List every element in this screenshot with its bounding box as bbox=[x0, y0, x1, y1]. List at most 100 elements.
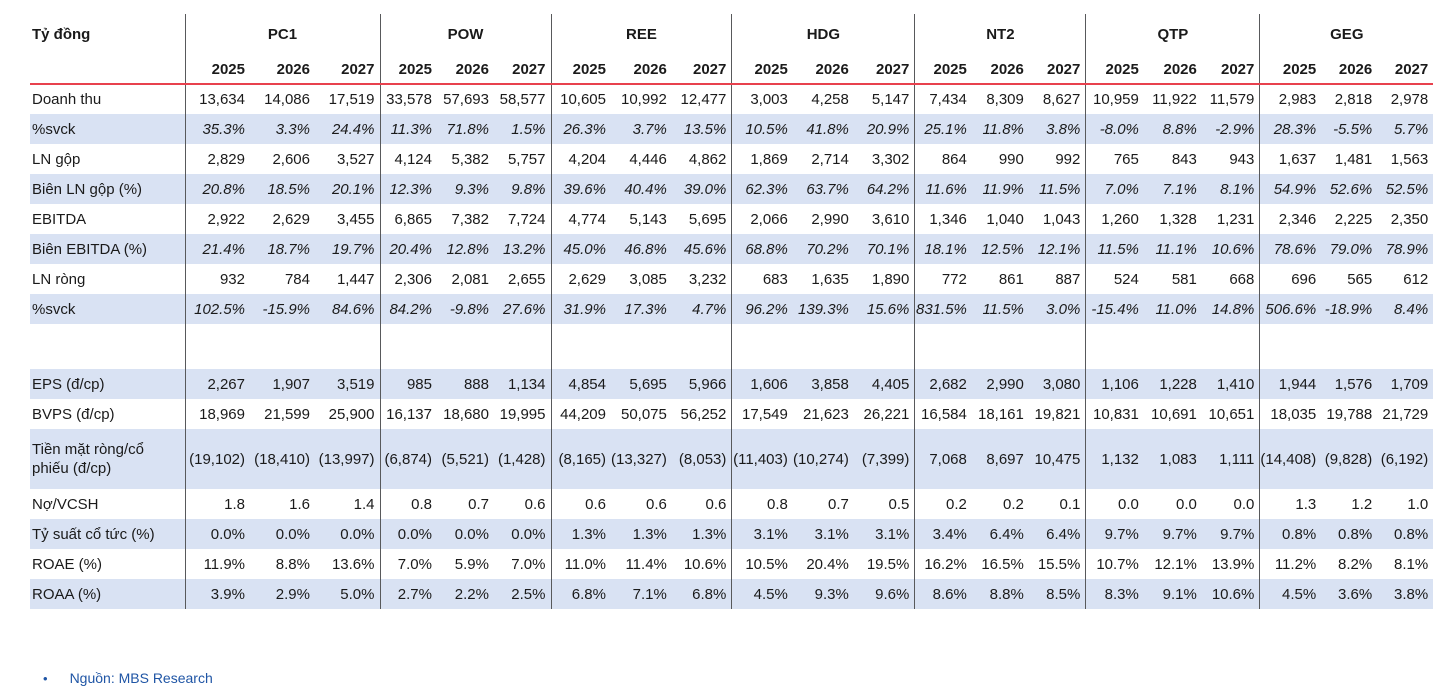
company-header: PC1 bbox=[184, 14, 380, 55]
value-cell: 2,990 bbox=[986, 375, 1024, 393]
value-cell: 10,605 bbox=[550, 84, 611, 114]
year-header: 2026 bbox=[792, 55, 854, 85]
value-cell: (14,408) bbox=[1259, 429, 1322, 489]
value-cell: 0.7 bbox=[828, 495, 849, 513]
value-cell: 18,035 bbox=[1259, 399, 1322, 429]
value-cell: 33,578 bbox=[379, 84, 437, 114]
value-cell: 1.0 bbox=[1407, 495, 1429, 513]
value-cell: 9.7% bbox=[1162, 525, 1197, 543]
value-cell: 1,637 bbox=[1259, 144, 1322, 174]
value-cell: 765 bbox=[1085, 144, 1144, 174]
value-cell: 0.2 bbox=[914, 489, 972, 519]
value-cell: 11.9% bbox=[982, 180, 1024, 198]
value-cell: 6,865 bbox=[379, 204, 437, 234]
value-cell: 843 bbox=[1171, 150, 1197, 168]
value-cell: 1,346 bbox=[914, 204, 972, 234]
value-cell bbox=[914, 324, 972, 369]
value-cell: 68.8% bbox=[731, 234, 793, 264]
value-cell: 1,447 bbox=[336, 270, 375, 288]
value-cell: (18,410) bbox=[254, 450, 310, 468]
value-cell: 2,990 bbox=[811, 210, 849, 228]
value-cell: 18,161 bbox=[977, 405, 1024, 423]
value-cell: 5.9% bbox=[454, 555, 489, 573]
year-header: 2027 bbox=[315, 55, 380, 85]
table-row: EBITDA 2,922 2,629 3,455 6,865 7,382 7,724 4,77… bbox=[30, 204, 1433, 234]
value-cell: 2,066 bbox=[731, 204, 793, 234]
table-row: Tỷ suất cổ tức (%) 0.0% 0.0% 0.0% 0.0% 0.0% 0.… bbox=[30, 519, 1434, 549]
company-header: POW bbox=[379, 14, 551, 55]
value-cell: 45.0% bbox=[550, 234, 611, 264]
value-cell: 0.2 bbox=[1003, 495, 1024, 513]
value-cell: (1,428) bbox=[497, 450, 546, 468]
value-cell: 683 bbox=[731, 264, 793, 294]
value-cell: 10.6% bbox=[1211, 240, 1255, 258]
value-cell: 784 bbox=[284, 270, 310, 288]
value-cell: 0.0% bbox=[454, 525, 489, 543]
company-header: GEG bbox=[1259, 14, 1434, 55]
value-cell: 3,519 bbox=[336, 375, 375, 393]
value-cell: 12.3% bbox=[379, 174, 437, 204]
value-cell: 18.5% bbox=[267, 180, 310, 198]
value-cell bbox=[611, 324, 672, 369]
value-cell: 11.8% bbox=[982, 120, 1024, 138]
value-cell: 17,519 bbox=[328, 91, 375, 108]
value-cell: 5,382 bbox=[451, 150, 489, 168]
value-cell: 524 bbox=[1085, 264, 1144, 294]
value-cell: 2,978 bbox=[1390, 91, 1429, 108]
value-cell: 4,862 bbox=[688, 150, 727, 168]
value-cell: 3.3% bbox=[275, 120, 310, 138]
value-cell: 0.0% bbox=[340, 525, 375, 543]
table-row: Nợ/VCSH 1.8 1.6 1.4 0.8 0.7 0.6 0.6 0.6 0.6 0.8 0.7… bbox=[30, 489, 1433, 519]
value-cell: 5.0% bbox=[340, 585, 375, 603]
value-cell: 4.5% bbox=[731, 579, 793, 609]
value-cell: 581 bbox=[1171, 270, 1197, 288]
value-cell: 84.2% bbox=[379, 294, 437, 324]
value-cell: 0.0 bbox=[1085, 489, 1144, 519]
company-header: REE bbox=[550, 14, 732, 55]
value-cell: 14.8% bbox=[1211, 300, 1255, 318]
value-cell: 2,306 bbox=[379, 264, 437, 294]
value-cell: 887 bbox=[1055, 270, 1081, 288]
value-cell bbox=[731, 324, 793, 369]
value-cell: 14,086 bbox=[264, 91, 310, 108]
value-cell: 9.6% bbox=[875, 585, 910, 603]
value-cell bbox=[1029, 324, 1086, 369]
company-header: NT2 bbox=[914, 14, 1086, 55]
value-cell: 1,907 bbox=[272, 375, 310, 393]
value-cell: 1.3 bbox=[1259, 489, 1322, 519]
value-cell: 10,691 bbox=[1150, 405, 1197, 423]
value-cell: 1,944 bbox=[1259, 369, 1322, 399]
value-cell: 70.1% bbox=[866, 240, 910, 258]
value-cell: 39.0% bbox=[683, 180, 727, 198]
value-cell: 12,477 bbox=[680, 91, 727, 108]
value-cell bbox=[1085, 324, 1144, 369]
value-cell: 1,260 bbox=[1085, 204, 1144, 234]
value-cell: 0.1 bbox=[1059, 495, 1081, 513]
value-cell: (13,327) bbox=[611, 450, 667, 468]
value-cell: 57,693 bbox=[443, 91, 489, 108]
year-header: 2025 bbox=[184, 55, 250, 85]
value-cell: 5,695 bbox=[688, 210, 727, 228]
value-cell: 9.7% bbox=[1085, 519, 1144, 549]
value-cell: 3,003 bbox=[731, 84, 793, 114]
value-cell: 2,267 bbox=[184, 369, 250, 399]
value-cell: 27.6% bbox=[502, 300, 546, 318]
row-label: ROAE (%) bbox=[32, 555, 103, 573]
row-label: Biên LN gộp (%) bbox=[32, 180, 143, 198]
financial-comparison-table-wrapper: Tỷ đồng PC1 POW REE HDG NT2 QTP GEG 2025 2026 2027… bbox=[30, 14, 1434, 609]
value-cell: 26,221 bbox=[863, 405, 910, 423]
value-cell: (8,053) bbox=[678, 450, 727, 468]
value-cell: -18.9% bbox=[1324, 300, 1373, 318]
value-cell: 2,818 bbox=[1334, 91, 1373, 108]
year-header: 2025 bbox=[1085, 55, 1144, 85]
value-cell: 0.6 bbox=[550, 489, 611, 519]
value-cell: 0.6 bbox=[524, 495, 546, 513]
value-cell: 21.4% bbox=[184, 234, 250, 264]
value-cell: 58,577 bbox=[499, 91, 546, 108]
value-cell: 10,475 bbox=[1034, 450, 1081, 468]
value-cell: 3.1% bbox=[814, 525, 849, 543]
value-cell: 52.6% bbox=[1329, 180, 1373, 198]
row-label: EPS (đ/cp) bbox=[32, 375, 105, 393]
value-cell: 10.5% bbox=[731, 549, 793, 579]
value-cell: 19,995 bbox=[499, 405, 546, 423]
